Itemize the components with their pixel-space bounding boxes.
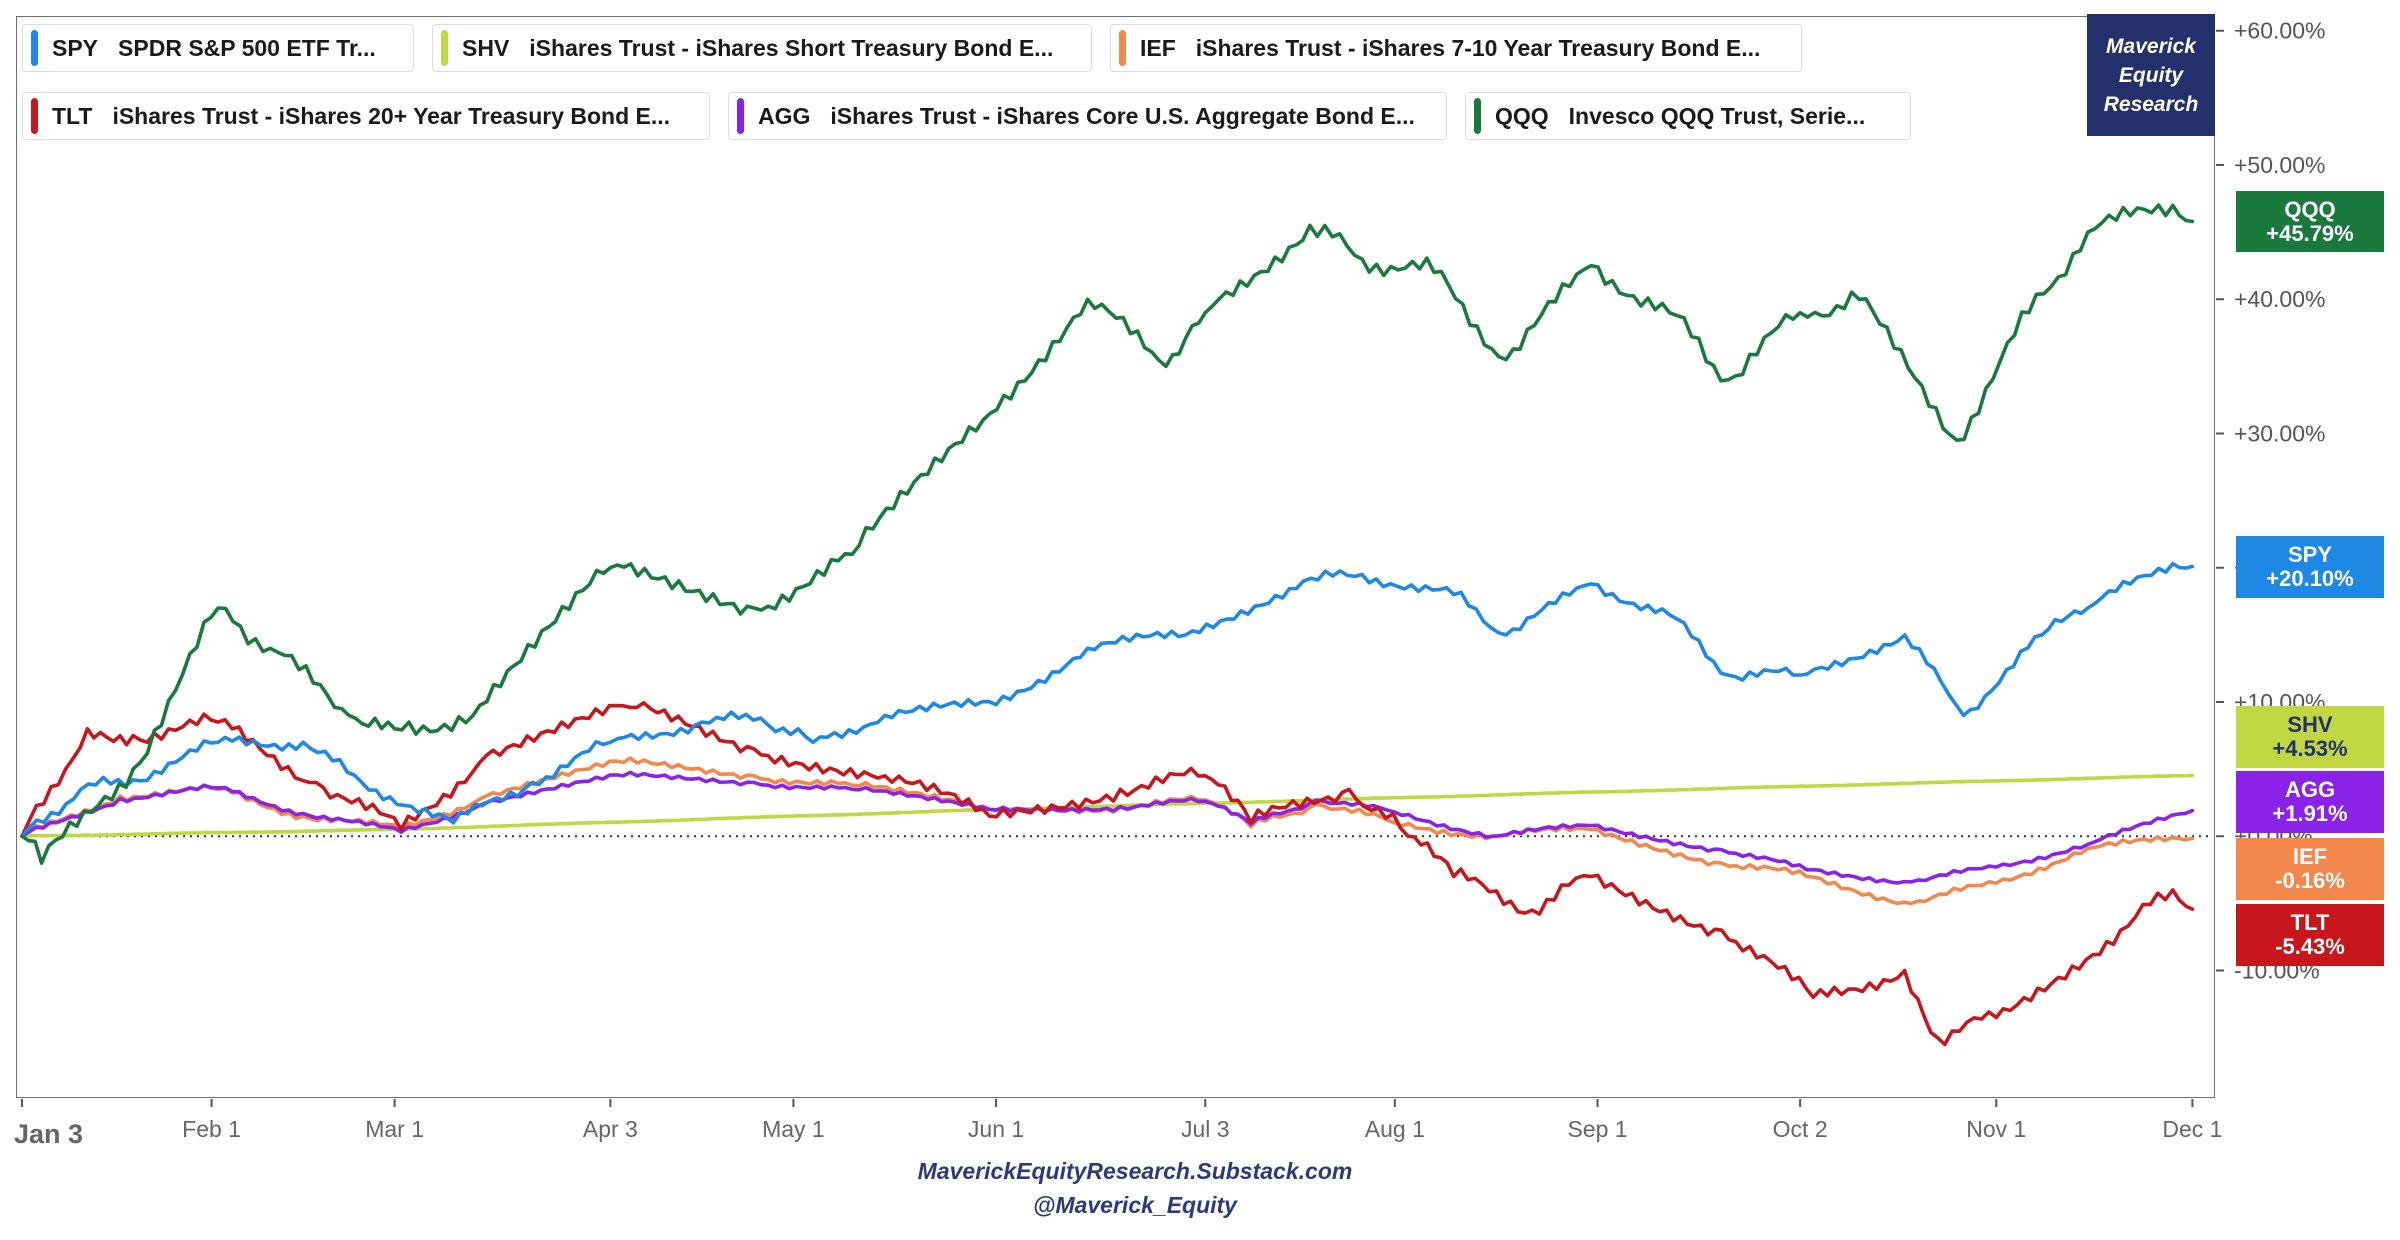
end-label-shv: SHV +4.53% bbox=[2236, 706, 2384, 768]
legend-ticker: IEF bbox=[1140, 34, 1176, 61]
legend-name: iShares Trust - iShares 7-10 Year Treasu… bbox=[1195, 34, 1761, 61]
end-label-value: -5.43% bbox=[2275, 934, 2345, 959]
end-label-ticker: AGG bbox=[2284, 777, 2336, 802]
footer-handle: @Maverick_Equity bbox=[1033, 1192, 1237, 1218]
legend-item-tlt[interactable]: TLT iShares Trust - iShares 20+ Year Trea… bbox=[22, 92, 710, 140]
x-tick-label: Apr 3 bbox=[583, 1116, 638, 1142]
series-line-tlt bbox=[20, 701, 2195, 1047]
x-tick-label: Jun 1 bbox=[968, 1116, 1024, 1142]
legend-ticker: TLT bbox=[52, 102, 93, 129]
series-line-shv bbox=[20, 773, 2195, 838]
end-label-spy: SPY +20.10% bbox=[2236, 536, 2384, 598]
brand-logo-box: Maverick Equity Research bbox=[2087, 14, 2215, 136]
x-tick-label: Dec 1 bbox=[2162, 1116, 2222, 1142]
end-label-ticker: QQQ bbox=[2284, 196, 2336, 222]
legend-ticker: AGG bbox=[758, 102, 811, 129]
legend-item-ief[interactable]: IEF iShares Trust - iShares 7-10 Year Tre… bbox=[1110, 24, 1802, 72]
y-tick-label: +40.00% bbox=[2234, 286, 2325, 312]
end-label-value: +20.10% bbox=[2266, 566, 2354, 591]
x-tick-label: Mar 1 bbox=[365, 1116, 424, 1142]
legend-ticker: SHV bbox=[462, 34, 510, 61]
legend-swatch bbox=[31, 30, 38, 66]
legend-swatch bbox=[1119, 30, 1126, 66]
end-label-agg: AGG +1.91% bbox=[2236, 771, 2384, 833]
end-label-ticker: SPY bbox=[2287, 542, 2333, 567]
series-layer bbox=[20, 203, 2195, 1047]
end-label-qqq: QQQ +45.79% bbox=[2236, 191, 2384, 252]
series-line-agg bbox=[20, 770, 2195, 885]
series-line-spy bbox=[20, 561, 2195, 838]
axis-layer: -10.00%+0.00%+10.00%+20.00%+30.00%+40.00… bbox=[14, 18, 2325, 1149]
legend-swatch bbox=[1474, 98, 1481, 134]
legend-swatch bbox=[441, 30, 448, 66]
legend-row: TLT iShares Trust - iShares 20+ Year Trea… bbox=[22, 92, 1911, 140]
end-label-ticker: SHV bbox=[2287, 712, 2333, 737]
legend-item-spy[interactable]: SPY SPDR S&P 500 ETF Tr... bbox=[22, 24, 414, 72]
end-label-ticker: IEF bbox=[2292, 844, 2328, 869]
brand-line: Equity bbox=[2118, 63, 2184, 87]
legend-name: iShares Trust - iShares Core U.S. Aggreg… bbox=[830, 102, 1415, 129]
end-label-value: +4.53% bbox=[2272, 736, 2348, 761]
legend-name: SPDR S&P 500 ETF Tr... bbox=[118, 34, 376, 61]
legend-name: Invesco QQQ Trust, Serie... bbox=[1568, 102, 1866, 129]
legend-item-qqq[interactable]: QQQ Invesco QQQ Trust, Serie... bbox=[1465, 92, 1911, 140]
x-tick-label: Jul 3 bbox=[1181, 1116, 1230, 1142]
end-label-value: -0.16% bbox=[2275, 868, 2345, 893]
x-tick-label: Aug 1 bbox=[1365, 1116, 1425, 1142]
brand-line: Research bbox=[2103, 92, 2199, 116]
y-tick-label: +30.00% bbox=[2234, 420, 2325, 446]
x-tick-label: Jan 3 bbox=[14, 1119, 83, 1149]
legend-item-shv[interactable]: SHV iShares Trust - iShares Short Treasur… bbox=[432, 24, 1092, 72]
legend-name: iShares Trust - iShares 20+ Year Treasur… bbox=[112, 102, 671, 129]
legend-swatch bbox=[737, 98, 744, 134]
x-tick-label: Feb 1 bbox=[182, 1116, 241, 1142]
y-tick-label: +50.00% bbox=[2234, 152, 2325, 178]
end-label-ief: IEF -0.16% bbox=[2236, 838, 2384, 900]
x-tick-label: Sep 1 bbox=[1567, 1116, 1627, 1142]
end-label-value: +1.91% bbox=[2272, 801, 2348, 826]
legend-item-agg[interactable]: AGG iShares Trust - iShares Core U.S. Agg… bbox=[728, 92, 1447, 140]
end-label-ticker: TLT bbox=[2290, 910, 2330, 935]
legend-swatch bbox=[31, 98, 38, 134]
x-tick-label: Oct 2 bbox=[1773, 1116, 1828, 1142]
footer-site: MaverickEquityResearch.Substack.com bbox=[917, 1158, 1353, 1184]
legend-row: SPY SPDR S&P 500 ETF Tr... SHV iShares Trus… bbox=[22, 24, 1802, 72]
end-label-value: +45.79% bbox=[2266, 220, 2354, 246]
end-label-tlt: TLT -5.43% bbox=[2236, 904, 2384, 966]
legend-name: iShares Trust - iShares Short Treasury B… bbox=[529, 34, 1054, 61]
x-tick-label: Nov 1 bbox=[1966, 1116, 2026, 1142]
x-tick-label: May 1 bbox=[762, 1116, 825, 1142]
legend-ticker: QQQ bbox=[1495, 102, 1549, 129]
series-line-qqq bbox=[20, 203, 2195, 865]
legend-ticker: SPY bbox=[52, 34, 99, 61]
y-tick-label: +60.00% bbox=[2234, 18, 2325, 44]
brand-line: Maverick bbox=[2106, 34, 2196, 58]
